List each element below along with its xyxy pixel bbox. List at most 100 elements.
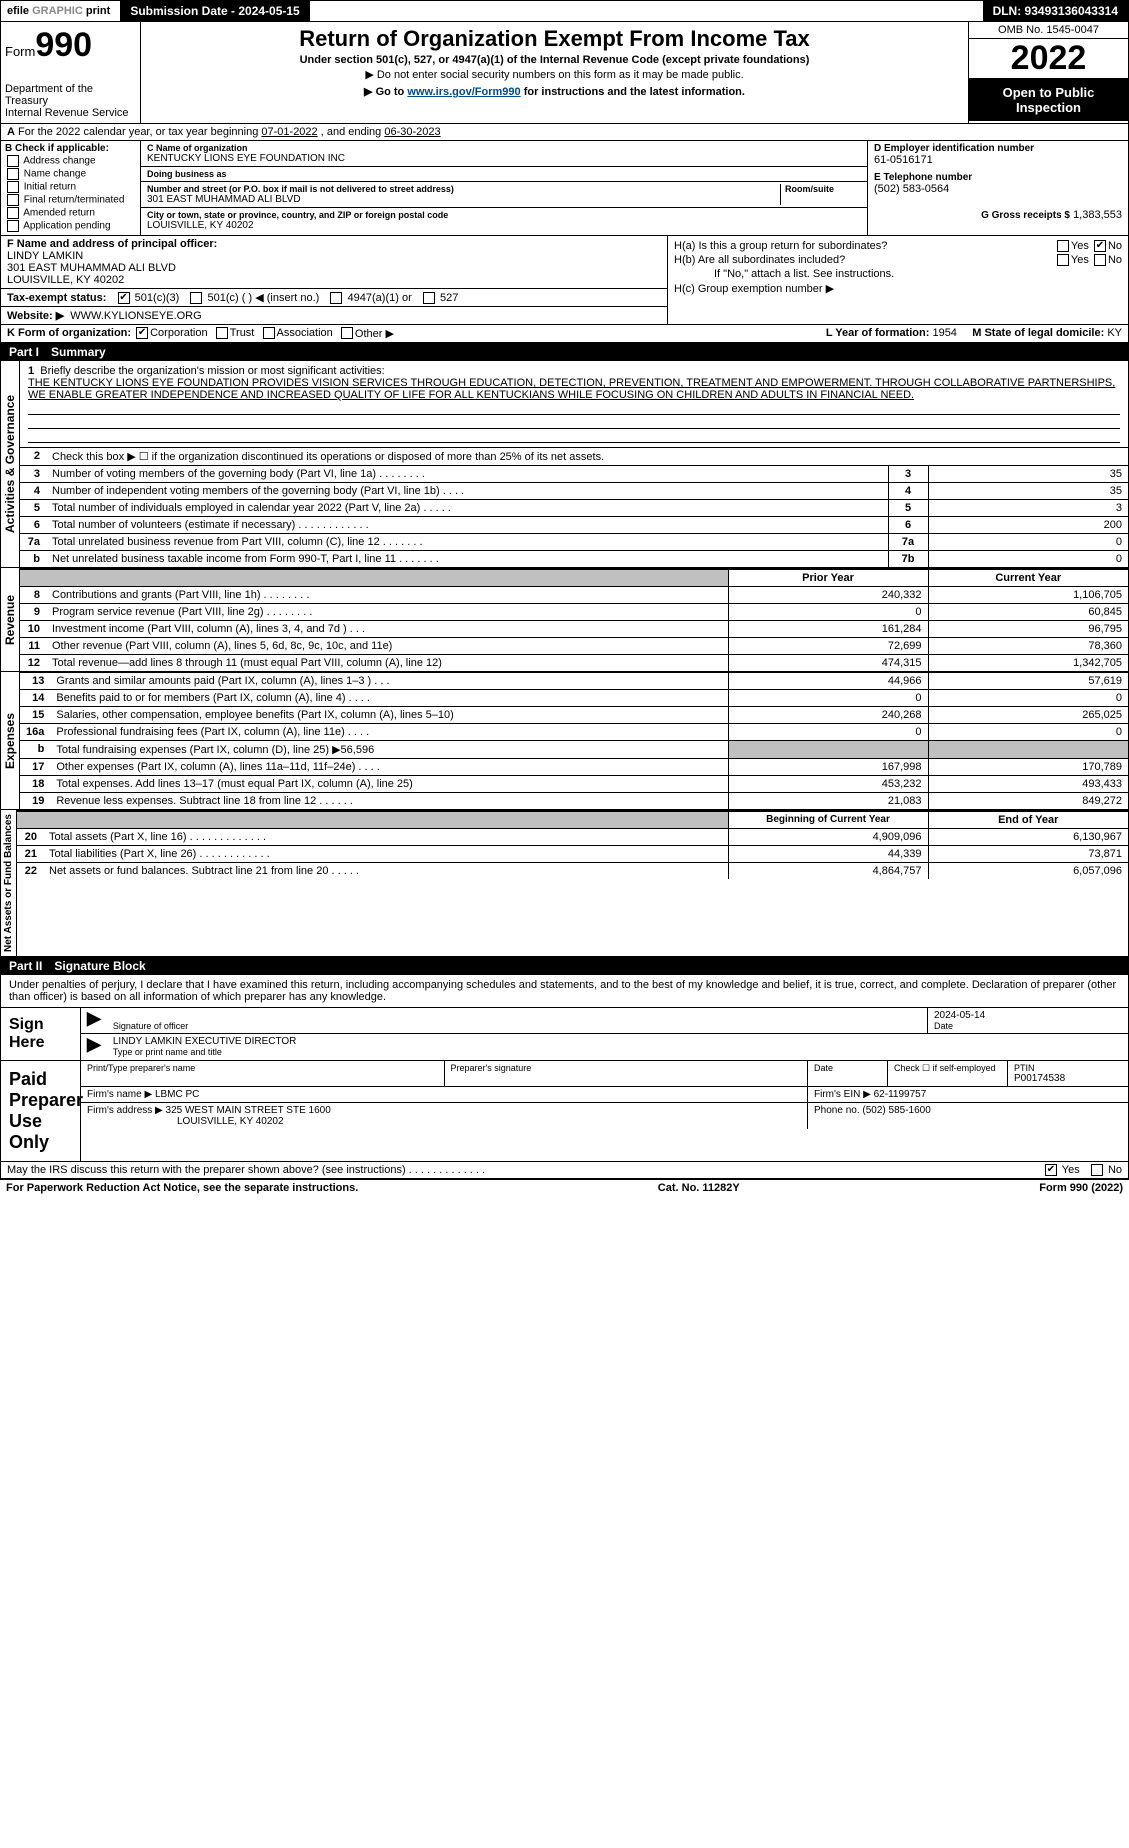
blank-line <box>28 403 1120 415</box>
principal-officer: F Name and address of principal officer:… <box>1 236 667 289</box>
m-label: M State of legal domicile: <box>972 327 1104 339</box>
no-label: No <box>1108 254 1122 266</box>
cy-val: 170,789 <box>928 759 1128 776</box>
py-val: 240,332 <box>728 587 928 604</box>
vtab-governance: Activities & Governance <box>1 361 20 567</box>
4947-label: 4947(a)(1) or <box>348 292 412 304</box>
cb-501c[interactable] <box>190 292 202 304</box>
ha-row: H(a) Is this a group return for subordin… <box>674 240 1122 252</box>
line-num: 17 <box>20 759 50 776</box>
discuss-answers: Yes No <box>1043 1164 1122 1176</box>
cb-501c3[interactable] <box>118 292 130 304</box>
net-assets-table: Beginning of Current YearEnd of Year 20T… <box>17 810 1128 879</box>
line-num: 8 <box>20 587 46 604</box>
col-b-checkboxes: B Check if applicable: Address change Na… <box>1 141 141 235</box>
street-value: 301 EAST MUHAMMAD ALI BLVD <box>147 194 776 205</box>
k-label: K Form of organization: <box>7 327 131 340</box>
footer-left: For Paperwork Reduction Act Notice, see … <box>6 1182 358 1194</box>
fg-left: F Name and address of principal officer:… <box>1 236 668 324</box>
summary-governance: Activities & Governance 1 Briefly descri… <box>0 361 1129 568</box>
trust-label: Trust <box>230 327 255 340</box>
discuss-yes[interactable] <box>1045 1164 1057 1176</box>
yes-label: Yes <box>1062 1164 1080 1176</box>
discuss-no[interactable] <box>1091 1164 1103 1176</box>
row-j-website: Website: ▶ WWW.KYLIONSEYE.ORG <box>1 307 667 324</box>
omb-number: OMB No. 1545-0047 <box>969 22 1128 39</box>
table-row: 4Number of independent voting members of… <box>20 483 1128 500</box>
cy-val: 78,360 <box>928 638 1128 655</box>
prep-line-2: Firm's name ▶ LBMC PC Firm's EIN ▶ 62-11… <box>81 1087 1128 1103</box>
line-text: Professional fundraising fees (Part IX, … <box>50 724 728 741</box>
line-text: Total assets (Part X, line 16) . . . . .… <box>43 829 728 846</box>
row-i-tax-status: Tax-exempt status: 501(c)(3) 501(c) ( ) … <box>1 289 667 307</box>
gross-row: G Gross receipts $ 1,383,553 <box>874 209 1122 221</box>
cb-final-return[interactable]: Final return/terminated <box>5 194 136 206</box>
hb-no[interactable] <box>1094 254 1106 266</box>
py-val: 4,864,757 <box>728 863 928 880</box>
line-box: 4 <box>888 483 928 500</box>
line-text: Total revenue—add lines 8 through 11 (mu… <box>46 655 728 672</box>
cb-amended-return[interactable]: Amended return <box>5 207 136 219</box>
cb-other[interactable] <box>341 327 353 339</box>
line-num: b <box>20 551 46 568</box>
cy-val: 96,795 <box>928 621 1128 638</box>
dba-label: Doing business as <box>147 169 861 179</box>
m-val: KY <box>1107 327 1122 339</box>
cy-val: 57,619 <box>928 673 1128 690</box>
line-num: 10 <box>20 621 46 638</box>
cy-val: 493,433 <box>928 776 1128 793</box>
cy-val: 6,130,967 <box>928 829 1128 846</box>
l-label: L Year of formation: <box>826 327 930 339</box>
line-text: Grants and similar amounts paid (Part IX… <box>50 673 728 690</box>
no-label: No <box>1108 1164 1122 1176</box>
table-row: 5Total number of individuals employed in… <box>20 500 1128 517</box>
cb-trust[interactable] <box>216 327 228 339</box>
ha-yes[interactable] <box>1057 240 1069 252</box>
table-row: 6Total number of volunteers (estimate if… <box>20 517 1128 534</box>
cb-527[interactable] <box>423 292 435 304</box>
hc-label: H(c) Group exemption number ▶ <box>674 282 1122 295</box>
cb-application-pending[interactable]: Application pending <box>5 220 136 232</box>
firm-addr-label: Firm's address ▶ <box>87 1105 163 1116</box>
cy-val: 1,342,705 <box>928 655 1128 672</box>
line-val: 35 <box>928 483 1128 500</box>
goto-link[interactable]: www.irs.gov/Form990 <box>407 86 520 98</box>
submission-date-button[interactable]: Submission Date - 2024-05-15 <box>120 1 309 21</box>
line-text: Other expenses (Part IX, column (A), lin… <box>50 759 728 776</box>
row-k: K Form of organization: Corporation Trus… <box>0 325 1129 343</box>
table-row: 3Number of voting members of the governi… <box>20 466 1128 483</box>
table-row: 17Other expenses (Part IX, column (A), l… <box>20 759 1128 776</box>
table-row: 18Total expenses. Add lines 13–17 (must … <box>20 776 1128 793</box>
cb-assoc[interactable] <box>263 327 275 339</box>
firm-name: LBMC PC <box>155 1089 199 1100</box>
arrow-icon: ▶ <box>81 1034 107 1059</box>
prior-year-hdr: Prior Year <box>728 569 928 587</box>
line-num: b <box>20 741 50 759</box>
sign-here-row: Sign Here ▶ Signature of officer 2024-05… <box>1 1007 1128 1060</box>
line-val: 200 <box>928 517 1128 534</box>
hb-yes[interactable] <box>1057 254 1069 266</box>
date-label: Date <box>934 1021 1122 1031</box>
table-row: bNet unrelated business taxable income f… <box>20 551 1128 568</box>
py-val: 72,699 <box>728 638 928 655</box>
form-header: Form990 Department of the Treasury Inter… <box>0 22 1129 124</box>
py-val: 453,232 <box>728 776 928 793</box>
line-num: 13 <box>20 673 50 690</box>
table-row: 20Total assets (Part X, line 16) . . . .… <box>17 829 1128 846</box>
sign-here-right: ▶ Signature of officer 2024-05-14 Date ▶… <box>81 1008 1128 1060</box>
cb-corp[interactable] <box>136 327 148 339</box>
prep-name-label: Print/Type preparer's name <box>87 1063 438 1073</box>
cb-name-change[interactable]: Name change <box>5 168 136 180</box>
cb-4947[interactable] <box>330 292 342 304</box>
hb-note: If "No," attach a list. See instructions… <box>714 268 1122 280</box>
line-text: Check this box ▶ ☐ if the organization d… <box>46 448 1128 466</box>
cb-address-change[interactable]: Address change <box>5 155 136 167</box>
efile-suffix: print <box>86 5 110 17</box>
line-num: 14 <box>20 690 50 707</box>
governance-table: 2Check this box ▶ ☐ if the organization … <box>20 447 1128 567</box>
row-a-pre: For the 2022 calendar year, or tax year … <box>18 126 261 138</box>
table-row: 8Contributions and grants (Part VIII, li… <box>20 587 1128 604</box>
cb-label: Amended return <box>23 208 95 219</box>
cb-initial-return[interactable]: Initial return <box>5 181 136 193</box>
ha-no[interactable] <box>1094 240 1106 252</box>
